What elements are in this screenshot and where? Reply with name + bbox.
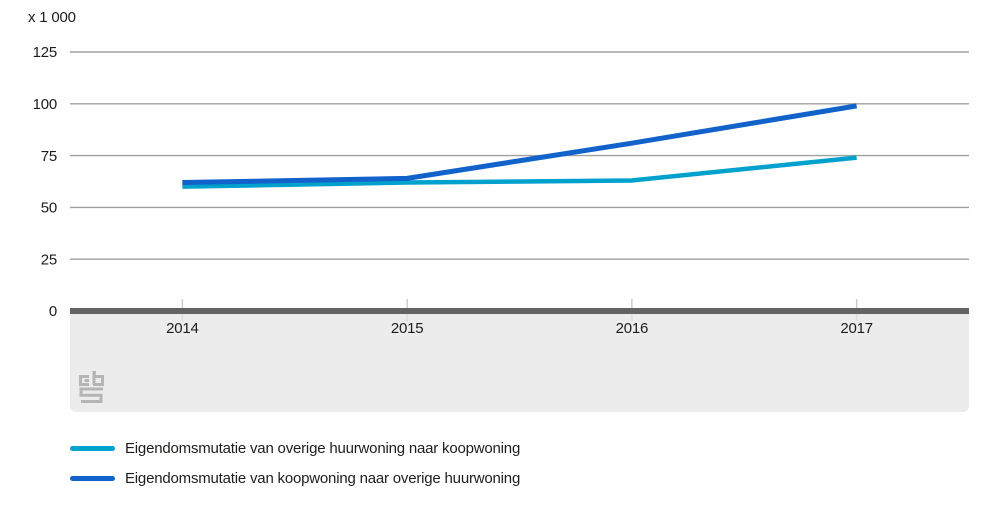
y-tick-label: 50 (41, 200, 57, 217)
axis-footer-band (70, 308, 969, 412)
y-tick-label: 100 (33, 96, 57, 113)
legend-label: Eigendomsmutatie van koopwoning naar ove… (125, 469, 521, 487)
legend-label: Eigendomsmutatie van overige huurwoning … (125, 439, 521, 457)
x-tick-label: 2014 (166, 320, 199, 337)
y-tick-label: 0 (49, 303, 57, 320)
x-tick-label: 2016 (616, 320, 649, 337)
legend-item-huur-naar-koop[interactable]: Eigendomsmutatie van overige huurwoning … (70, 433, 520, 463)
series-line-0 (182, 155, 857, 189)
x-axis-bar (70, 308, 969, 314)
cbs-logo-icon (79, 371, 104, 403)
line-chart: 125 100 75 50 25 0 2014 2015 2016 2017 (33, 44, 969, 412)
series-line-1 (182, 103, 858, 186)
y-tick-label: 125 (33, 44, 57, 61)
legend: Eigendomsmutatie van overige huurwoning … (70, 433, 520, 493)
x-tick-label: 2015 (391, 320, 424, 337)
legend-swatch-light-blue-icon (70, 445, 115, 451)
x-axis-ticks: 2014 2015 2016 2017 (166, 299, 873, 337)
y-tick-label: 25 (41, 251, 57, 268)
y-tick-label: 75 (41, 148, 57, 165)
legend-item-koop-naar-huur[interactable]: Eigendomsmutatie van koopwoning naar ove… (70, 463, 520, 493)
y-axis-unit-label: x 1 000 (28, 9, 76, 26)
legend-swatch-dark-blue-icon (70, 475, 115, 481)
y-gridlines: 125 100 75 50 25 0 (33, 44, 969, 320)
x-tick-label: 2017 (840, 320, 873, 337)
